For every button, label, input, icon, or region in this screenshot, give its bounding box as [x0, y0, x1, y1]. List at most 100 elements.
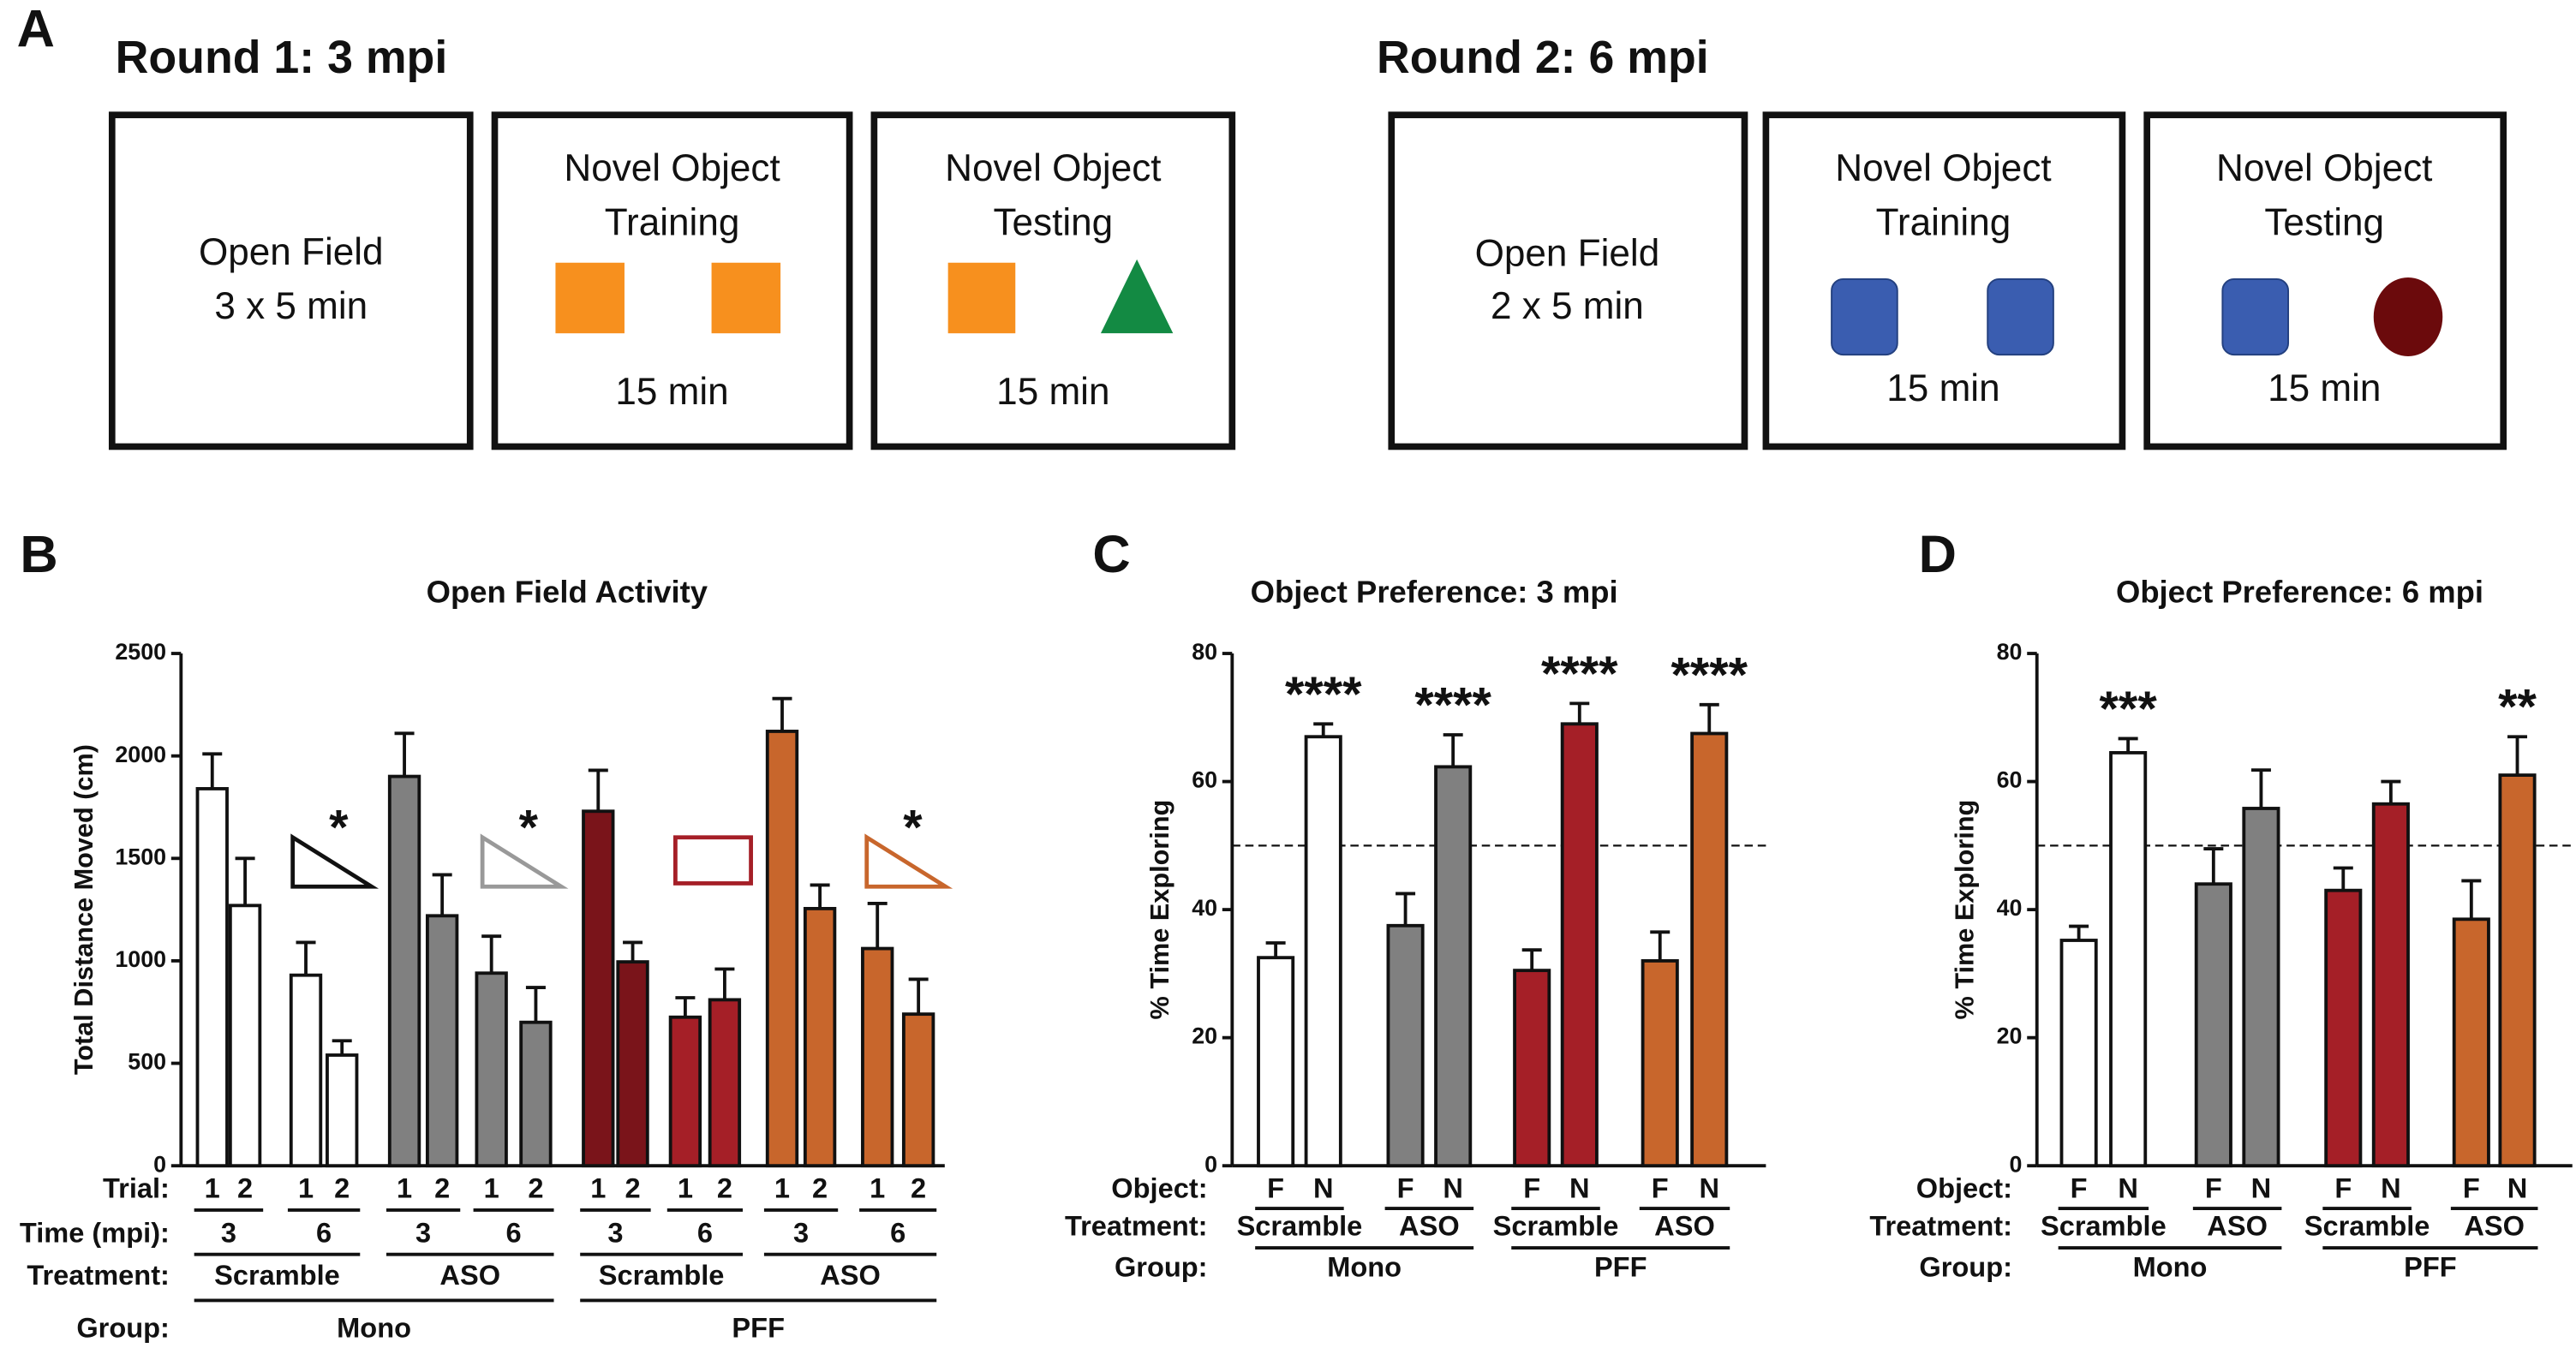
x-category-label: Scramble	[1237, 1210, 1363, 1242]
bar	[2242, 807, 2280, 1168]
bar	[2371, 802, 2410, 1168]
bar	[195, 787, 229, 1168]
box	[870, 111, 1236, 450]
bar	[616, 960, 649, 1168]
panel-label: B	[20, 524, 57, 583]
chart-title: Object Preference: 3 mpi	[1251, 575, 1618, 610]
x-category-label: Scramble	[214, 1259, 340, 1291]
bar	[387, 774, 421, 1168]
box-duration: 15 min	[996, 371, 1109, 413]
bar	[1560, 722, 1599, 1168]
x-category-label: F	[1397, 1172, 1414, 1204]
significance-label: ****	[1285, 667, 1362, 722]
bar	[228, 904, 262, 1168]
x-category-label: 2	[717, 1172, 732, 1204]
x-row-title: Time (mpi):	[20, 1216, 170, 1248]
x-category-label: 1	[397, 1172, 412, 1204]
bar	[708, 998, 742, 1168]
x-category-label: 2	[812, 1172, 828, 1204]
x-row-title: Group:	[1919, 1251, 2012, 1283]
box-duration: 15 min	[2268, 367, 2381, 409]
bar	[1304, 735, 1342, 1168]
x-category-label: Mono	[337, 1312, 411, 1344]
x-row-title: Treatment:	[27, 1259, 170, 1291]
box-text: Novel Object	[1835, 147, 2051, 189]
box-text: Novel Object	[945, 147, 1161, 189]
x-category-label: 2	[334, 1172, 350, 1204]
annotation-star: *	[329, 800, 349, 855]
box	[2143, 111, 2507, 450]
box	[1762, 111, 2126, 450]
x-category-label: F	[2334, 1172, 2352, 1204]
x-category-label: N	[2251, 1172, 2272, 1204]
x-category-label: PFF	[2404, 1251, 2457, 1283]
object-icon	[1831, 277, 1898, 356]
y-axis-label: % Time Exploring	[1145, 800, 1174, 1020]
bar	[861, 946, 894, 1168]
x-category-label: 1	[484, 1172, 499, 1204]
x-category-label: 1	[774, 1172, 790, 1204]
box-text: 3 x 5 min	[214, 285, 368, 327]
bar	[1386, 923, 1425, 1168]
box-text: Open Field	[1475, 233, 1660, 275]
box-duration: 15 min	[615, 371, 728, 413]
x-category-label: 1	[205, 1172, 220, 1204]
y-tick-label: 1500	[115, 844, 166, 869]
x-row-title: Trial:	[103, 1172, 170, 1204]
bar	[1641, 959, 1679, 1168]
box-text: Testing	[2264, 201, 2384, 243]
x-category-label: N	[2118, 1172, 2138, 1204]
bar	[1434, 765, 1473, 1168]
bar	[425, 914, 459, 1168]
box-text: Testing	[994, 201, 1114, 243]
x-category-label: 2	[625, 1172, 640, 1204]
x-category-label: N	[1313, 1172, 1334, 1204]
box-text: Novel Object	[2216, 147, 2432, 189]
x-category-label: N	[2507, 1172, 2528, 1204]
bar	[582, 809, 615, 1168]
y-tick-label: 2500	[115, 639, 166, 665]
x-category-label: ASO	[439, 1259, 500, 1291]
bar	[326, 1053, 359, 1168]
y-tick-label: 60	[1997, 767, 2023, 793]
y-axis-label: Total Distance Moved (cm)	[69, 744, 99, 1075]
x-row-title: Group:	[76, 1312, 170, 1344]
x-category-label: N	[1569, 1172, 1590, 1204]
x-row-title: Object:	[1111, 1172, 1207, 1204]
x-category-label: ASO	[2207, 1210, 2268, 1242]
object-icon	[947, 262, 1016, 334]
x-category-label: 1	[298, 1172, 314, 1204]
x-category-label: 3	[221, 1216, 236, 1248]
x-category-label: N	[1443, 1172, 1463, 1204]
panel-label: D	[1919, 524, 1957, 583]
y-tick-label: 500	[128, 1049, 166, 1075]
x-category-label: Scramble	[599, 1259, 725, 1291]
box-text: Open Field	[199, 231, 384, 273]
bar	[289, 973, 323, 1168]
bar	[2452, 917, 2490, 1168]
x-category-label: F	[2071, 1172, 2088, 1204]
object-icon	[555, 262, 625, 334]
x-category-label: PFF	[732, 1312, 785, 1344]
x-category-label: F	[2463, 1172, 2480, 1204]
y-tick-label: 1000	[115, 946, 166, 972]
bar	[1513, 969, 1551, 1168]
object-icon	[1100, 259, 1174, 334]
y-tick-label: 0	[2010, 1151, 2023, 1177]
x-category-label: F	[1523, 1172, 1540, 1204]
x-category-label: Scramble	[2304, 1210, 2430, 1242]
x-category-label: 1	[870, 1172, 885, 1204]
chart-title: Object Preference: 6 mpi	[2116, 575, 2483, 610]
x-category-label: 3	[415, 1216, 431, 1248]
annotation-rectangle	[672, 835, 753, 886]
bar	[668, 1015, 702, 1168]
bar	[2109, 751, 2148, 1168]
x-category-label: ASO	[2464, 1210, 2525, 1242]
y-tick-label: 20	[1997, 1023, 2023, 1049]
panel-label: C	[1092, 524, 1130, 583]
bar	[901, 1012, 935, 1168]
x-row-title: Treatment:	[1869, 1210, 2012, 1242]
x-category-label: 6	[505, 1216, 521, 1248]
x-category-label: F	[2205, 1172, 2222, 1204]
